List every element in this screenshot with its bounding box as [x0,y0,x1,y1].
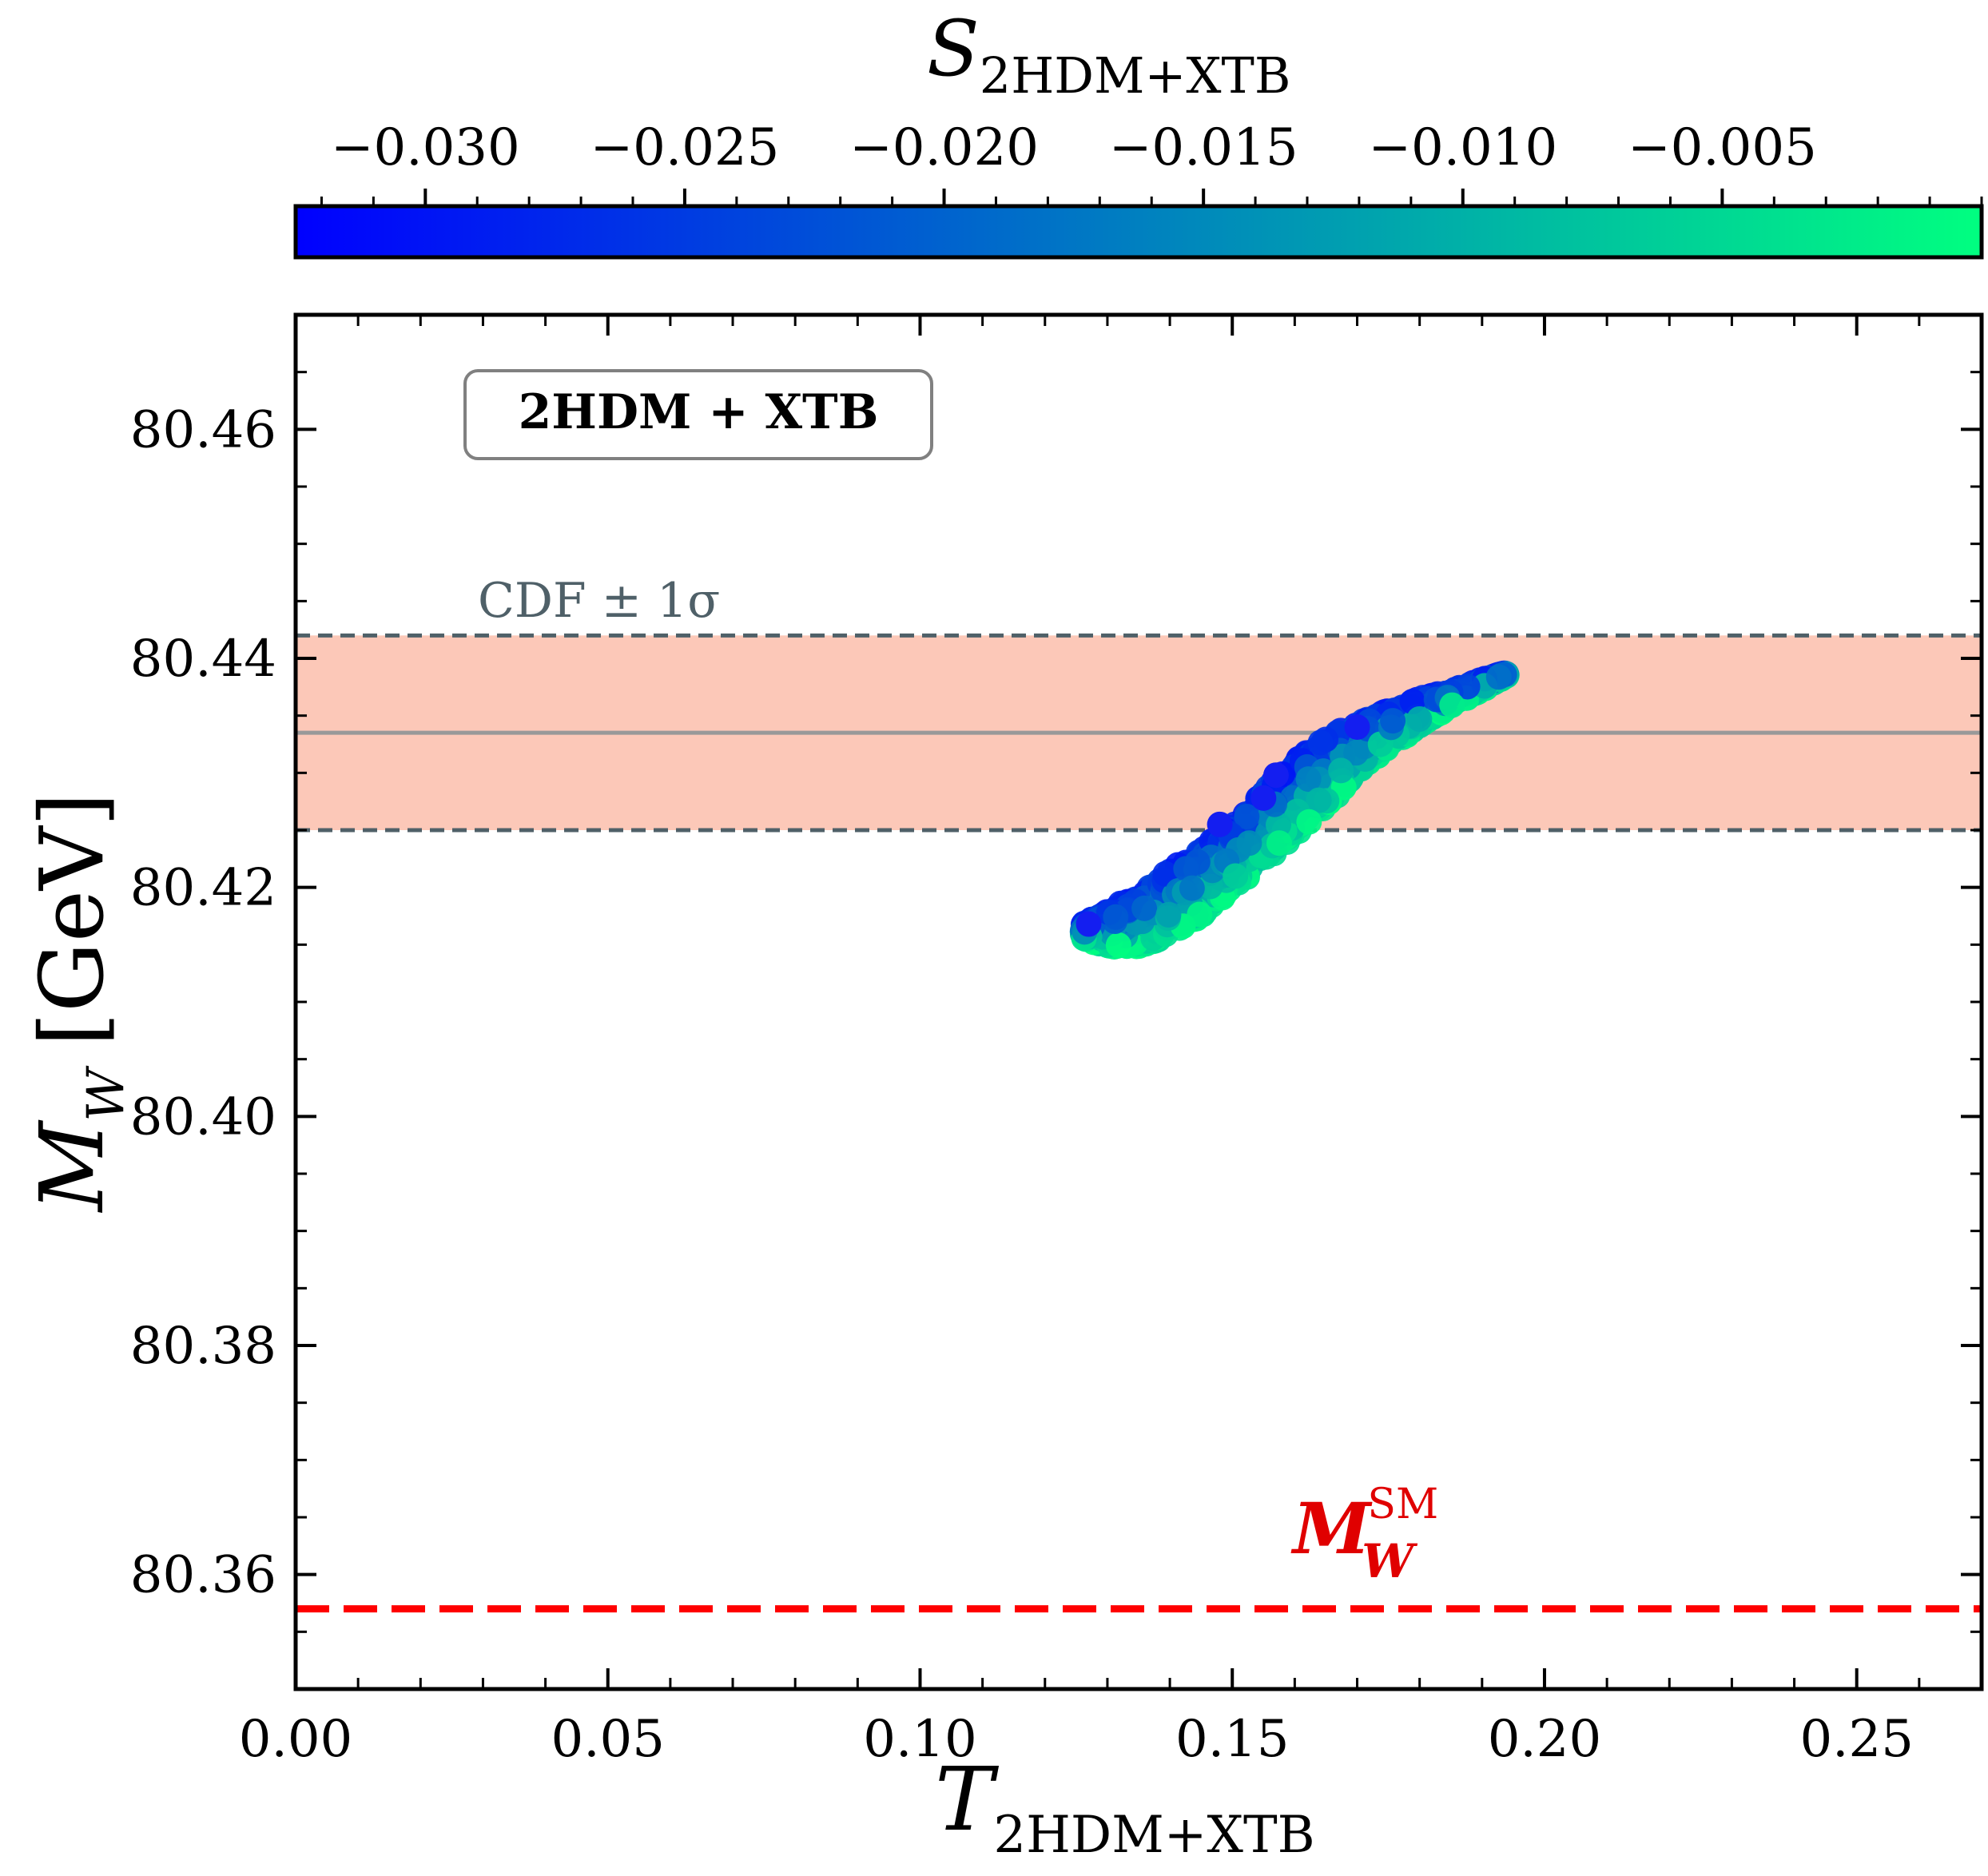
scatter-point [1344,714,1370,740]
colorbar-tick-label: −0.025 [590,118,780,177]
x-tick-label: 0.15 [1175,1710,1290,1769]
model-label-text: 2HDM + XTB [519,384,879,440]
x-tick-label: 0.25 [1799,1710,1914,1769]
scatter-point [1207,811,1233,837]
x-axis-ticks [294,315,1983,1689]
scatter-point [1454,674,1481,700]
scatter-point [1076,911,1102,937]
y-tick-label: 80.46 [130,400,276,459]
scatter-point [1262,762,1289,789]
scatter-point [1485,664,1512,690]
colorbar-tick-label: −0.030 [331,118,520,177]
y-tick-label: 80.40 [130,1087,276,1147]
colorbar-tick-label: −0.015 [1109,118,1298,177]
colorbar-tick-label: −0.020 [849,118,1039,177]
y-axis-label-main: M [21,1119,123,1213]
x-axis-label-sub: 2HDM+XTB [993,1806,1314,1865]
scatter-point [1439,692,1465,718]
x-tick-label: 0.05 [551,1710,665,1769]
y-axis-label-sub: W [77,1065,136,1122]
y-tick-label: 80.38 [130,1317,276,1376]
colorbar-ticks [320,189,1983,206]
sm-label-main: M [1290,1487,1373,1570]
scatter-point [1328,757,1354,784]
plot-frame [293,312,1984,1691]
x-axis-label: T2HDM+XTB [935,1748,1315,1865]
y-tick-label: 80.36 [130,1546,276,1605]
scatter-point [1295,766,1322,793]
scatter-point [1266,812,1292,838]
sm-label-sup: SM [1367,1481,1438,1528]
x-axis-tick-labels: 0.00 0.05 0.10 0.15 0.20 0.25 [239,1710,1914,1769]
plot-area: 0.00 0.05 0.10 0.15 0.20 0.25 80.36 80.38 80.40… [130,312,1984,1769]
scatter-point [1266,830,1292,857]
scatter-point [1296,809,1322,835]
scatter-point [1306,787,1332,813]
scatter-point [1105,932,1131,958]
scatter-point [1343,740,1370,766]
scatter-point [1406,705,1433,732]
scatter-point [1173,856,1199,882]
scatter-point [1307,729,1334,756]
scatter-point [1155,901,1182,928]
x-tick-label: 0.20 [1488,1710,1602,1769]
colorbar-label-main: S [927,4,980,93]
y-axis-label: MW [GeV] [21,793,136,1214]
scatter-point [1179,875,1205,901]
y-axis-label-unit: [GeV] [21,793,123,1047]
scatter-point [1250,785,1277,811]
sm-label: MSM W [1290,1481,1438,1588]
colorbar-label-sub: 2HDM+XTB [980,46,1291,105]
y-axis-ticks [296,313,1982,1691]
scatter-point [1187,901,1213,928]
colorbar-label: S2HDM+XTB [927,4,1290,105]
x-tick-label: 0.00 [239,1710,353,1769]
scatter-point [1223,863,1249,889]
sm-label-sub: W [1362,1534,1417,1588]
scatter-point [1103,904,1129,930]
y-tick-label: 80.44 [130,630,276,689]
y-axis-tick-labels: 80.36 80.38 80.40 80.42 80.44 80.46 [130,400,276,1604]
y-tick-label: 80.42 [130,859,276,918]
x-axis-label-main: T [935,1748,1000,1850]
scatter-point [1380,708,1406,734]
colorbar-tick-label: −0.010 [1368,118,1557,177]
colorbar-tick-label: −0.005 [1628,118,1817,177]
scatter-point [1234,804,1260,830]
scatter-point [1131,895,1158,921]
cdf-label: CDF ± 1σ [478,573,720,629]
scatter-points [1069,660,1520,960]
x-tick-label: 0.10 [863,1710,977,1769]
scatter-point [1236,830,1262,857]
colorbar: −0.030 −0.025 −0.020 −0.015 −0.010 −0.005 S2H… [293,4,1984,260]
model-label-box: 2HDM + XTB [463,369,933,460]
colorbar-gradient [293,204,1984,260]
colorbar-tick-labels: −0.030 −0.025 −0.020 −0.015 −0.010 −0.005 [331,118,1817,177]
